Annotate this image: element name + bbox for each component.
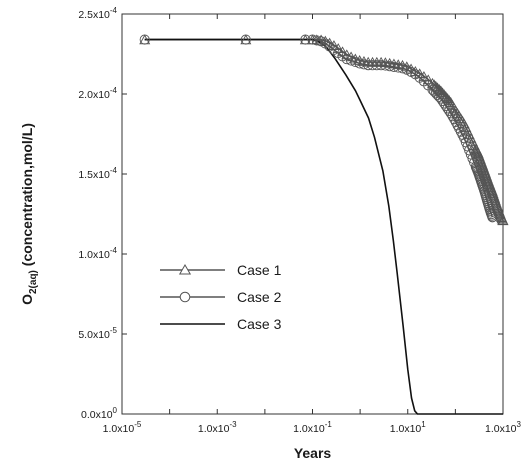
x-tick-label: 1.0x103	[485, 420, 522, 435]
data-point-case-2	[311, 35, 322, 46]
y-tick-label: 1.0x10-4	[78, 246, 117, 261]
series-line-case-2	[144, 38, 494, 218]
data-point-case-1	[497, 215, 509, 226]
x-tick-label: 1.0x10-3	[198, 420, 237, 435]
y-axis-label-rest: (concentration,mol/L)	[19, 123, 35, 270]
data-point-case-1	[336, 46, 349, 57]
data-point-case-2	[376, 60, 387, 71]
data-point-case-2	[469, 157, 480, 168]
data-point-case-1	[418, 71, 430, 81]
y-tick-label: 1.5x10-4	[78, 166, 117, 181]
x-tick-label: 1.0x10-1	[293, 420, 332, 435]
data-point-case-2	[447, 111, 458, 122]
x-tick-label: 1.0x10-5	[103, 420, 142, 435]
data-point-case-2	[487, 212, 498, 223]
y-axis-label: O2(aq) (concentration,mol/L)	[19, 123, 39, 305]
data-point-case-2	[427, 84, 438, 95]
data-point-case-2	[397, 63, 408, 74]
y-axis-label-base: O	[19, 294, 35, 305]
x-axis-label: Years	[294, 445, 332, 461]
legend-item-case-1: Case 1	[160, 262, 282, 278]
y-tick-label: 2.0x10-4	[78, 86, 117, 101]
data-point-case-2	[445, 108, 456, 119]
plot-frame	[121, 13, 504, 415]
data-point-case-2	[432, 90, 443, 101]
data-point-case-2	[440, 100, 451, 111]
data-point-case-2	[367, 60, 378, 71]
series-line-case-1	[144, 38, 504, 221]
data-point-case-1	[328, 40, 340, 50]
data-point-case-2	[444, 105, 455, 116]
legend-marker-case-2	[179, 291, 191, 303]
data-point-case-2	[358, 59, 369, 70]
series-markers	[139, 34, 509, 226]
data-point-case-2	[363, 60, 374, 71]
x-tick-label: 1.0x101	[390, 420, 427, 435]
data-point-case-2	[442, 103, 453, 114]
data-point-case-2	[139, 34, 150, 45]
legend-label-case-1: Case 1	[237, 262, 282, 278]
y-axis-label-sub: 2(aq)	[28, 270, 39, 294]
legend-label-case-3: Case 3	[237, 316, 282, 332]
data-point-case-2	[437, 95, 448, 107]
legend-item-case-2: Case 2	[160, 289, 282, 305]
legend-marker-case-1	[178, 264, 192, 275]
y-tick-label: 2.5x10-4	[78, 6, 117, 21]
legend-label-case-2: Case 2	[237, 289, 282, 305]
y-tick-label: 0.0x100	[81, 406, 118, 421]
data-point-case-2	[300, 34, 311, 45]
data-point-case-2	[240, 34, 251, 45]
data-point-case-2	[371, 60, 382, 71]
data-point-case-1	[332, 43, 344, 53]
legend: Case 1 Case 2 Case 3	[160, 262, 282, 332]
x-axis-ticks: 1.0x10-5 1.0x10-3 1.0x10-1 1.0x101 1.0x103	[103, 14, 522, 435]
y-axis-ticks: 0.0x100 5.0x10-5 1.0x10-4 1.5x10-4 2.0x10-4 2…	[78, 6, 503, 421]
legend-item-case-3: Case 3	[160, 316, 282, 332]
data-point-case-2	[439, 98, 450, 109]
y-tick-label: 5.0x10-5	[78, 326, 117, 341]
